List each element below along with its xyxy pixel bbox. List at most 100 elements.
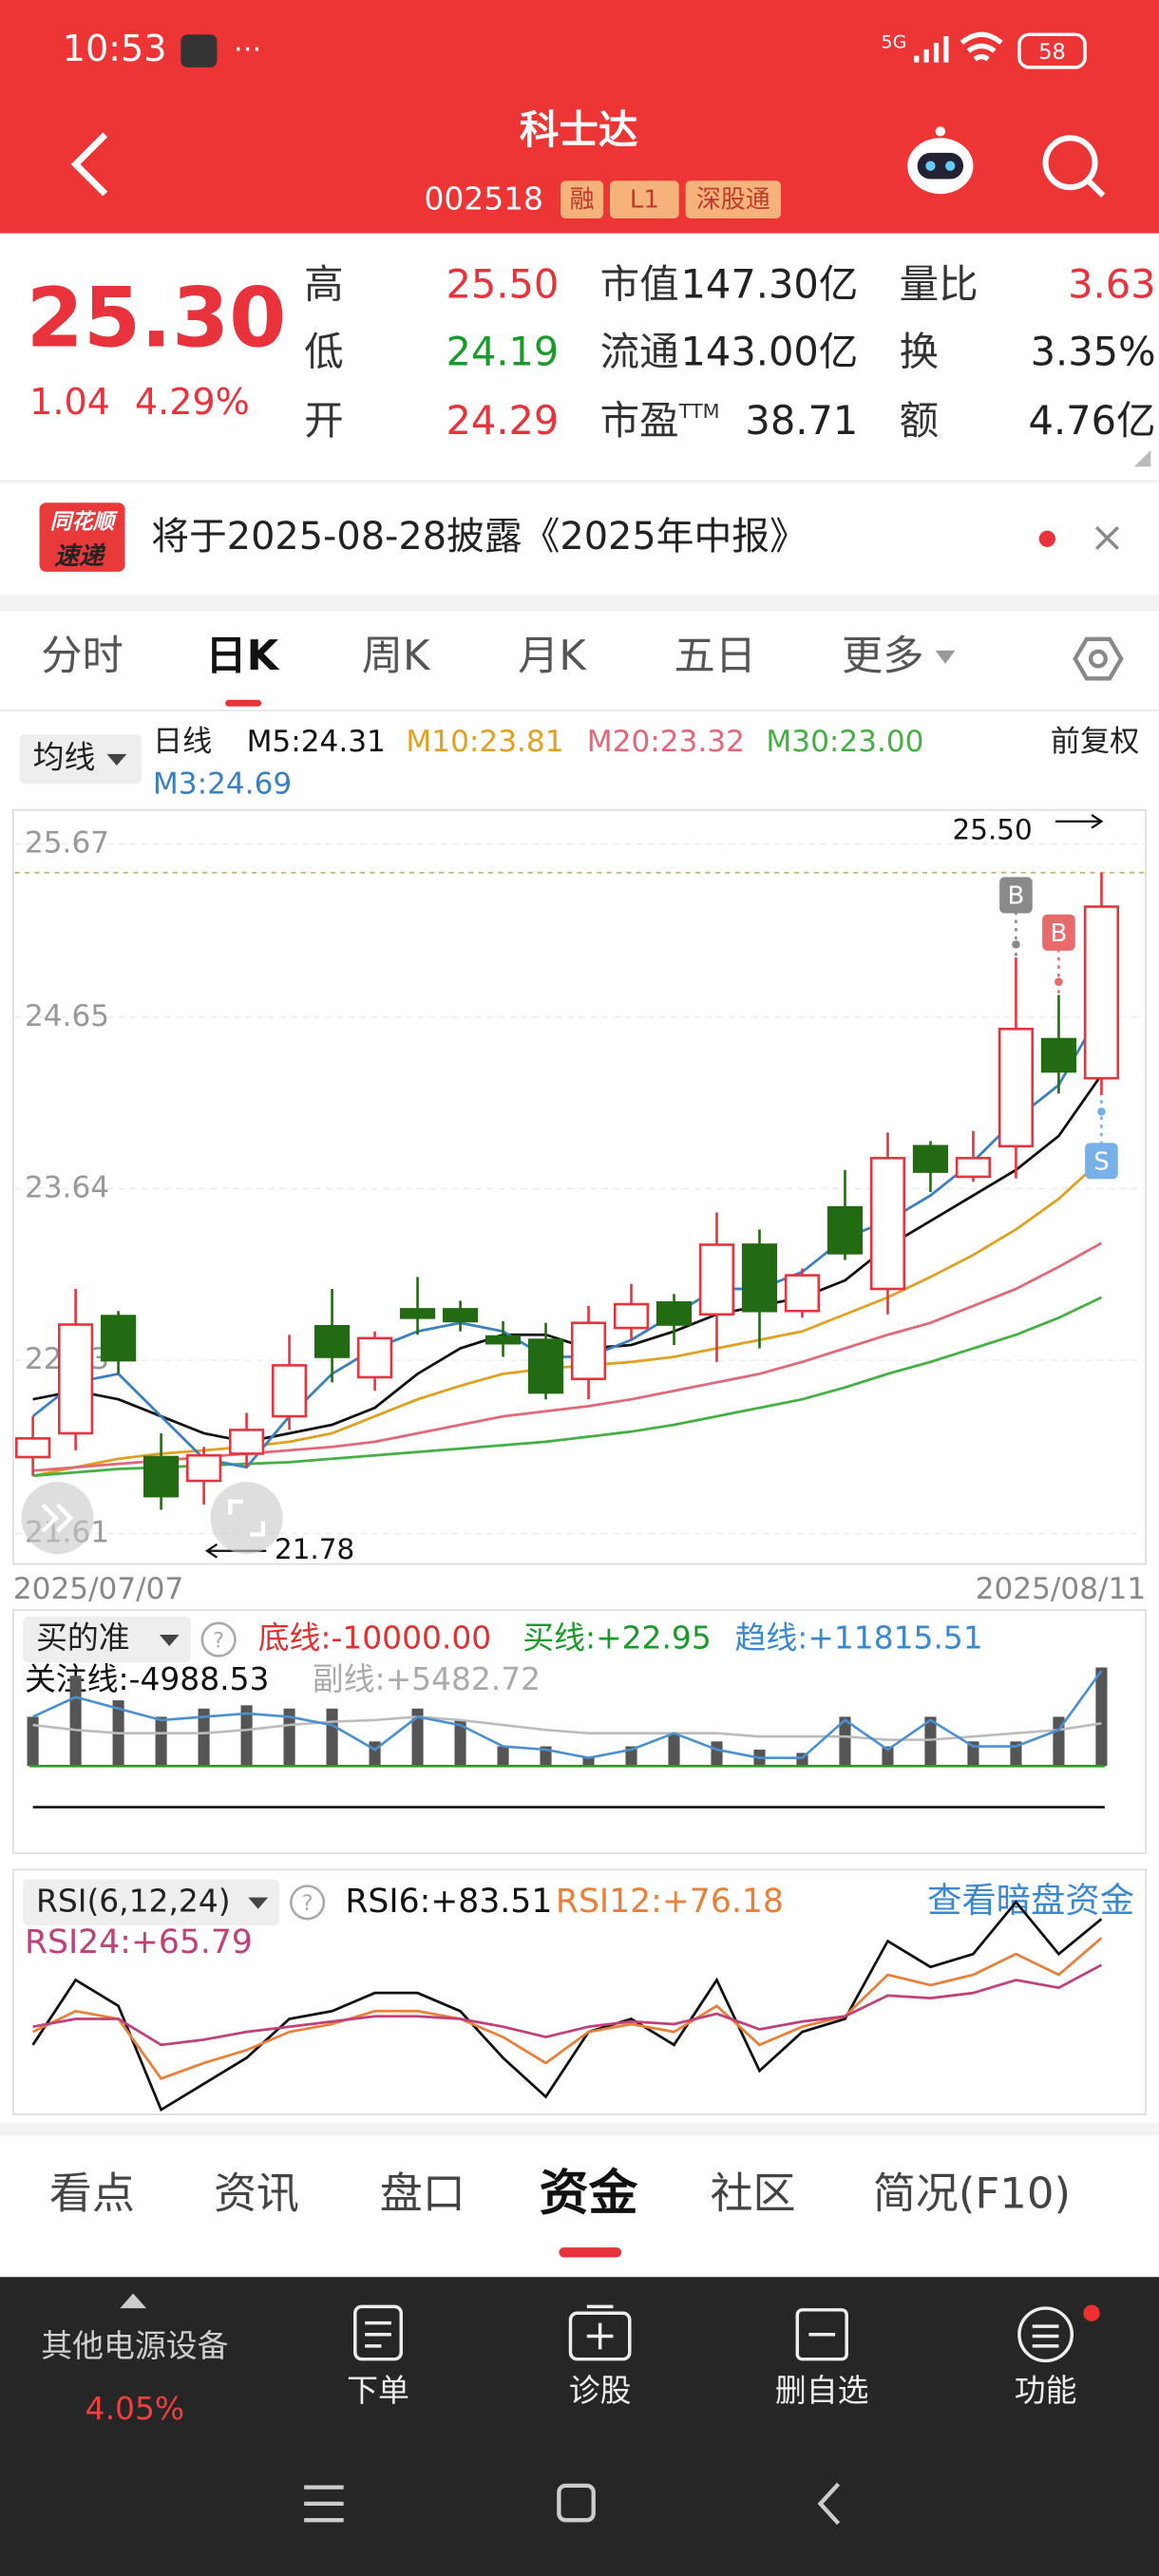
indicator-legend: 买线:+22.95 <box>522 1619 711 1657</box>
dropdown-arrow <box>106 753 127 766</box>
tab[interactable]: 五日 <box>674 633 757 680</box>
stat-label: 额 <box>900 397 940 444</box>
footer-action[interactable]: 功能 <box>1015 2372 1077 2409</box>
candle-body <box>1040 1037 1077 1073</box>
footer-action[interactable]: 下单 <box>347 2372 409 2409</box>
fullscreen[interactable] <box>210 1482 283 1555</box>
divider <box>0 480 1159 483</box>
indicator-bar <box>240 1705 253 1767</box>
dropdown-arrow <box>159 1634 180 1647</box>
candle-body <box>784 1274 821 1313</box>
indicator-bar <box>411 1708 424 1767</box>
min-label: 21.78 <box>275 1533 354 1565</box>
stat-label: 流通 <box>600 329 679 375</box>
x-tick-label: 2025/07/07 <box>13 1572 183 1606</box>
ma-selector-label: 均线 <box>33 739 96 776</box>
wifi-icon <box>960 31 1003 62</box>
tag-bg <box>610 180 679 219</box>
indicator-bar <box>924 1716 937 1767</box>
bottom-tab[interactable]: 盘口 <box>380 2168 466 2218</box>
help-icon[interactable]: ? <box>200 1621 237 1657</box>
stat-label: 量比 <box>900 261 978 308</box>
notice-dot <box>1038 530 1055 547</box>
function-icon <box>1017 2304 1100 2363</box>
tag: 深股通 <box>696 186 770 215</box>
candle-body <box>869 1156 906 1291</box>
candle-body <box>228 1429 265 1455</box>
nav-home[interactable] <box>557 2483 596 2523</box>
candle-body <box>15 1437 51 1459</box>
indicator-legend: 趋线:+11815.51 <box>735 1619 983 1657</box>
help-icon[interactable]: ? <box>290 1885 326 1921</box>
indicator-line <box>32 1715 1102 1741</box>
signal-icon <box>914 36 949 63</box>
nav-back[interactable] <box>817 2482 841 2526</box>
ma-legend: M10:23.81 <box>406 725 563 759</box>
signal-box <box>1085 1143 1118 1180</box>
notice-text[interactable]: 将于2025-08-28披露《2025年中报》 <box>151 515 808 559</box>
search-button[interactable] <box>1042 135 1106 198</box>
indicator-legend: 关注线:-4988.53 <box>25 1660 269 1697</box>
tab[interactable]: 分时 <box>41 633 124 680</box>
divider <box>0 2122 1159 2136</box>
rsi-selector-label: RSI(6,12,24) <box>36 1882 231 1919</box>
signal-label: B <box>1051 919 1068 948</box>
indicator-bar <box>582 1757 595 1767</box>
candle-body <box>613 1302 650 1330</box>
stat-label: 开 <box>304 397 344 444</box>
candle-body <box>100 1315 137 1362</box>
candle-body <box>142 1455 180 1498</box>
candle-body <box>826 1205 864 1255</box>
sector-name[interactable]: 其他电源设备 <box>41 2327 228 2364</box>
nav-menu[interactable] <box>304 2485 344 2523</box>
footer-action[interactable]: 删自选 <box>775 2372 869 2409</box>
stat-value: 25.50 <box>446 261 559 308</box>
notice-close[interactable] <box>1095 525 1119 550</box>
bottom-tab[interactable]: 资金 <box>540 2165 639 2222</box>
candle-body <box>741 1243 778 1313</box>
corner-mark <box>1134 449 1151 467</box>
indicator-selector[interactable] <box>23 1616 191 1663</box>
ma-legend: M20:23.32 <box>587 725 745 759</box>
badge-top: 同花顺 <box>50 510 119 535</box>
tab[interactable]: 月K <box>518 633 587 680</box>
tab[interactable]: 日K <box>205 633 279 680</box>
indicator-legend: 副线:+5482.72 <box>313 1660 541 1697</box>
divider <box>0 710 1159 711</box>
stat-label: 换 <box>900 329 940 375</box>
stat-label: 高 <box>304 261 344 308</box>
battery-level: 58 <box>1038 40 1066 65</box>
bottom-tab[interactable]: 社区 <box>711 2168 796 2218</box>
adjust[interactable]: 前复权 <box>1051 725 1139 759</box>
stat-label: 市盈TTM <box>600 397 720 444</box>
footer-action[interactable]: 诊股 <box>569 2372 632 2409</box>
bottom-tab[interactable]: 看点 <box>49 2168 135 2218</box>
settings-button[interactable] <box>1073 636 1124 681</box>
indicator-bar <box>711 1741 723 1767</box>
candle-body <box>912 1145 949 1173</box>
tab[interactable]: 周K <box>362 633 431 680</box>
candle-body <box>442 1308 479 1323</box>
ma-legend: M5:24.31 <box>247 725 386 759</box>
ma-legend: M30:23.00 <box>766 725 923 759</box>
tab[interactable]: 更多 <box>842 633 924 680</box>
signal-label: B <box>1008 882 1025 911</box>
badge-bottom: 速递 <box>54 542 106 571</box>
order-icon <box>353 2304 403 2361</box>
divider <box>0 595 1159 612</box>
dark-pool-link[interactable]: 查看暗盘资金 <box>927 1880 1134 1921</box>
indicator-bar <box>839 1716 851 1767</box>
bottom-tab[interactable]: 资讯 <box>214 2168 299 2218</box>
bottom-tab[interactable]: 简况(F10) <box>873 2168 1071 2218</box>
back-button[interactable] <box>70 132 108 197</box>
tag: 融 <box>570 186 595 215</box>
tab-indicator <box>225 699 262 707</box>
candle-body <box>998 1027 1035 1148</box>
indicator-bar <box>882 1746 894 1767</box>
indicator-line <box>32 1670 1103 1759</box>
robot-icon[interactable] <box>907 126 974 195</box>
ma-selector[interactable] <box>19 734 142 785</box>
rsi-selector[interactable] <box>23 1879 280 1926</box>
status-time: 10:53 <box>63 28 167 69</box>
candle-body <box>570 1321 607 1381</box>
